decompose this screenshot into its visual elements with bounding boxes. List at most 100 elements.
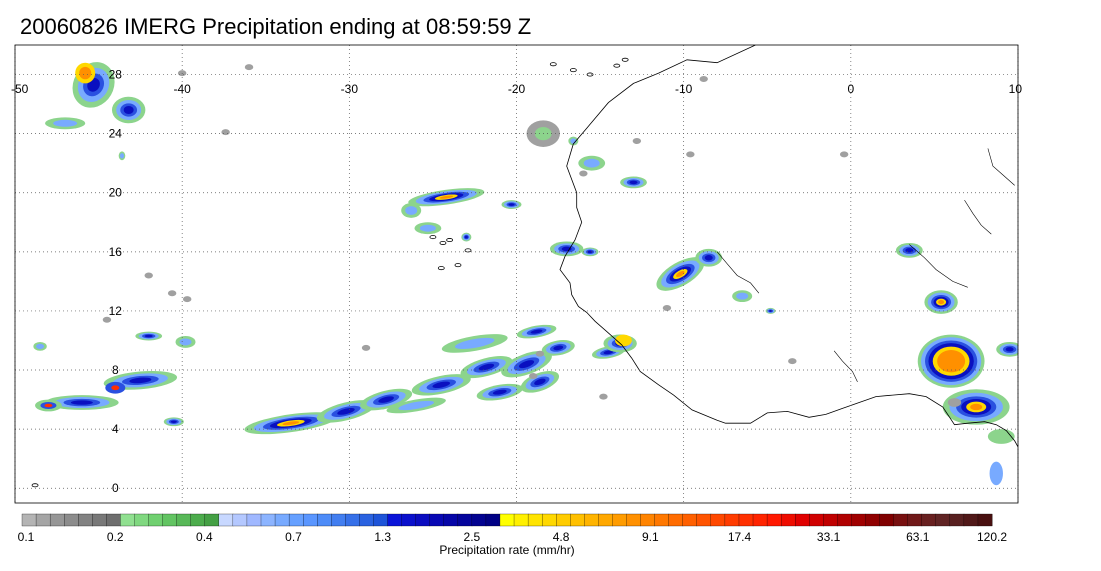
colorbar-swatch (949, 513, 965, 527)
colorbar-swatch (429, 513, 445, 527)
rain-cell (989, 461, 1003, 486)
island (621, 57, 629, 62)
colorbar-swatch (443, 513, 459, 527)
colorbar-swatch (148, 513, 164, 527)
lat-tick-label: 12 (109, 304, 123, 318)
colorbar-tick-label: 33.1 (817, 530, 841, 544)
rain-cell (699, 75, 708, 82)
colorbar-swatch (260, 513, 276, 527)
colorbar-swatch (626, 513, 641, 527)
colorbar-swatch (752, 513, 768, 527)
colorbar-swatch (21, 513, 37, 527)
rain-cell (629, 180, 638, 185)
colorbar-swatch (935, 513, 951, 527)
rain-cell (361, 344, 371, 351)
colorbar-swatch (401, 513, 417, 527)
rain-cell (70, 400, 93, 405)
rain-cell (53, 119, 78, 127)
rain-cell (432, 381, 451, 389)
colorbar-swatches (21, 513, 993, 527)
island (549, 62, 557, 67)
colorbar-swatch (204, 513, 220, 527)
rain-cell (454, 337, 495, 350)
colorbar-xlabel: Precipitation rate (mm/hr) (439, 543, 574, 557)
rain-cell (535, 350, 545, 357)
colorbar-tick-labels: 0.1 0.2 0.4 0.7 1.3 2.5 4.8 9.1 17.4 33.1 63.1 120.… (18, 530, 1008, 544)
colorbar-swatch (78, 513, 93, 527)
island (446, 238, 454, 243)
colorbar-tick-label: 4.8 (553, 530, 570, 544)
colorbar-swatch (724, 513, 740, 527)
colorbar-swatch (218, 513, 234, 527)
lat-tick-label: 4 (112, 422, 119, 436)
colorbar-swatch (584, 513, 599, 527)
rain-cell (905, 248, 914, 253)
colorbar-tick-label: 0.7 (285, 530, 302, 544)
rain-cell (182, 296, 192, 303)
colorbar-swatch (190, 513, 206, 527)
rain-cell (839, 151, 849, 158)
rain-cell (534, 378, 546, 386)
rain-cell (938, 299, 945, 305)
colorbar-swatch (303, 513, 318, 527)
rain-cell (492, 389, 507, 395)
colorbar-swatch (668, 513, 684, 527)
colorbar-swatch (373, 513, 388, 527)
colorbar-swatch (654, 513, 670, 527)
colorbar-swatch (851, 513, 866, 527)
colorbar-swatch (977, 513, 993, 527)
island (613, 63, 621, 68)
island (569, 68, 577, 73)
lon-tick-label: -10 (675, 82, 693, 96)
island (31, 483, 39, 488)
colorbar-tick-label: 9.1 (642, 530, 659, 544)
colorbar-swatch (598, 513, 613, 527)
colorbar-tick-label: 0.1 (18, 530, 35, 544)
rain-cell (530, 329, 543, 334)
colorbar-tick-label: 1.3 (374, 530, 391, 544)
colorbar-swatch (556, 513, 571, 527)
rain-cell (111, 385, 120, 391)
colorbar-swatch (570, 513, 585, 527)
colorbar-swatch (317, 513, 332, 527)
colorbar-swatch (120, 513, 135, 527)
precipitation-field (33, 62, 1018, 486)
rain-cell (553, 345, 564, 351)
colorbar-swatch (823, 513, 838, 527)
colorbar-swatch (485, 513, 501, 527)
lat-tick-label: 24 (109, 127, 123, 141)
island (429, 235, 437, 240)
colorbar-swatch (345, 513, 360, 527)
lon-tick-label: -30 (341, 82, 359, 96)
rain-cell (599, 393, 608, 400)
lat-tick-label: 0 (112, 481, 119, 495)
rain-cell (704, 255, 713, 261)
rain-cell (405, 206, 418, 215)
colorbar-swatch (907, 513, 923, 527)
colorbar-swatch (696, 513, 712, 527)
colorbar-swatch (288, 513, 304, 527)
map-frame (14, 44, 1019, 504)
colorbar-swatch (527, 513, 543, 527)
rain-cell (529, 372, 538, 379)
inland-boundary (716, 251, 760, 294)
colorbar-swatch (359, 513, 374, 527)
colorbar-swatch (921, 513, 937, 527)
lat-tick-label: 20 (109, 186, 123, 200)
rain-cell (439, 195, 454, 199)
rain-cell (464, 235, 468, 239)
colorbar-swatch (387, 513, 403, 527)
rain-cell (129, 377, 152, 384)
colorbar-tick-label: 2.5 (464, 530, 481, 544)
colorbar-swatch (106, 513, 121, 527)
rain-cell (676, 270, 685, 278)
rain-cell (244, 64, 254, 71)
colorbar-swatch (246, 513, 262, 527)
rain-cell (736, 292, 749, 300)
rain-cell (603, 350, 614, 355)
inland-boundary (964, 199, 992, 235)
rain-cell (79, 66, 92, 80)
map-title: 20060826 IMERG Precipitation ending at 0… (20, 14, 532, 39)
